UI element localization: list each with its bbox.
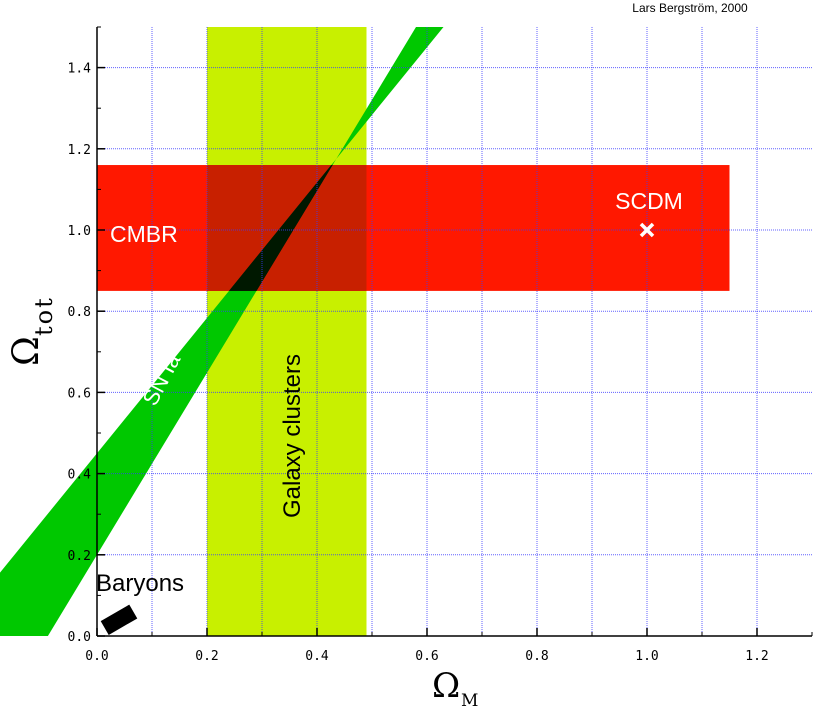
axes-layer: 0.0 0.2 0.4 0.6 0.8 1.0 1.2 0.0 0.2 0.4 0.6 0.8 1.0 1…	[6, 26, 813, 711]
galaxy-clusters-label: Galaxy clusters	[279, 354, 306, 518]
y-tick-label: 1.4	[68, 62, 92, 77]
y-tick-label: 0.4	[68, 468, 92, 483]
regions-layer	[0, 27, 730, 636]
baryons-label: Baryons	[96, 570, 184, 597]
sn-ia-band	[0, 27, 444, 636]
cmbr-label: CMBR	[110, 221, 178, 247]
credit-text: Lars Bergström, 2000	[632, 1, 748, 15]
x-axis-label: Ω	[432, 666, 460, 706]
triple-overlap	[229, 165, 333, 291]
x-tick-label: 0.8	[525, 649, 548, 664]
grid-layer	[97, 27, 812, 636]
scdm-label: SCDM	[615, 188, 683, 214]
x-tick-label: 1.2	[745, 649, 768, 664]
cmbr-band	[97, 165, 730, 291]
y-tick-label: 1.0	[68, 224, 91, 239]
x-tick-label: 1.0	[635, 649, 658, 664]
y-axis-label: Ω	[6, 336, 47, 366]
x-tick-label: 0.0	[85, 649, 108, 664]
y-axis-label-sub: tot	[30, 296, 58, 336]
x-axis-label-sub: M	[461, 691, 478, 711]
y-tick-label: 0.0	[68, 630, 91, 645]
scdm-marker-stroke-b	[639, 222, 655, 238]
y-tick-label: 0.2	[68, 549, 91, 564]
y-tick-label: 0.6	[68, 386, 91, 401]
baryons-marker	[100, 604, 138, 635]
x-tick-label: 0.4	[305, 649, 329, 664]
galaxy-clusters-band	[207, 27, 367, 636]
x-tick-label: 0.6	[415, 649, 438, 664]
y-tick-label: 1.2	[68, 143, 91, 158]
y-tick-label: 0.8	[68, 305, 91, 320]
x-tick-label: 0.2	[195, 649, 218, 664]
